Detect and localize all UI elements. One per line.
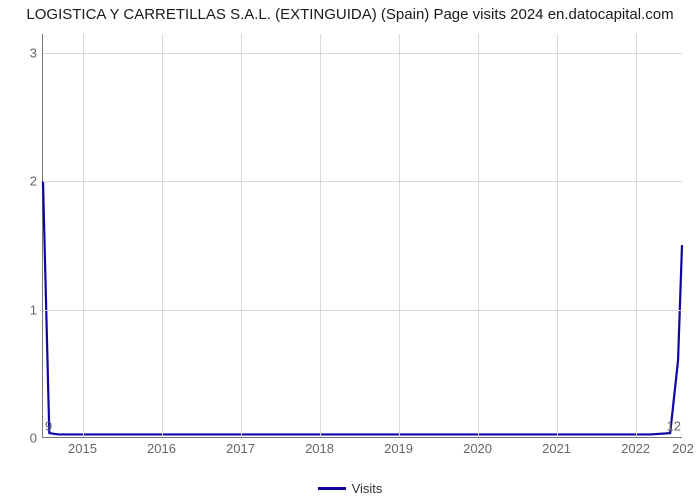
h-gridline xyxy=(43,181,682,182)
x-tick-label: 2017 xyxy=(226,437,255,456)
x-tick-label: 2021 xyxy=(542,437,571,456)
v-gridline xyxy=(557,34,558,437)
v-gridline xyxy=(83,34,84,437)
v-gridline xyxy=(241,34,242,437)
x-tick-label: 2019 xyxy=(384,437,413,456)
h-gridline xyxy=(43,53,682,54)
x-tick-label: 2016 xyxy=(147,437,176,456)
x-tick-label: 2015 xyxy=(68,437,97,456)
v-gridline xyxy=(636,34,637,437)
end-label-left: 9 xyxy=(45,419,52,434)
x-tick-label: 2018 xyxy=(305,437,334,456)
chart-title: LOGISTICA Y CARRETILLAS S.A.L. (EXTINGUI… xyxy=(0,6,700,23)
y-tick-label: 3 xyxy=(30,46,43,61)
y-tick-label: 1 xyxy=(30,302,43,317)
y-tick-label: 0 xyxy=(30,431,43,446)
v-gridline xyxy=(320,34,321,437)
y-tick-label: 2 xyxy=(30,174,43,189)
v-gridline xyxy=(162,34,163,437)
series-line xyxy=(43,34,682,437)
end-label-right: 12 xyxy=(667,419,681,434)
line-chart: LOGISTICA Y CARRETILLAS S.A.L. (EXTINGUI… xyxy=(0,0,700,500)
legend: Visits xyxy=(0,480,700,496)
h-gridline xyxy=(43,310,682,311)
x-tick-label: 2020 xyxy=(463,437,492,456)
x-tick-label: 2022 xyxy=(621,437,650,456)
v-gridline xyxy=(399,34,400,437)
v-gridline xyxy=(478,34,479,437)
legend-swatch xyxy=(318,487,346,490)
plot-area: 0123201520162017201820192020202120222029… xyxy=(42,34,682,438)
x-tick-label: 202 xyxy=(672,437,694,456)
legend-label: Visits xyxy=(352,481,383,496)
